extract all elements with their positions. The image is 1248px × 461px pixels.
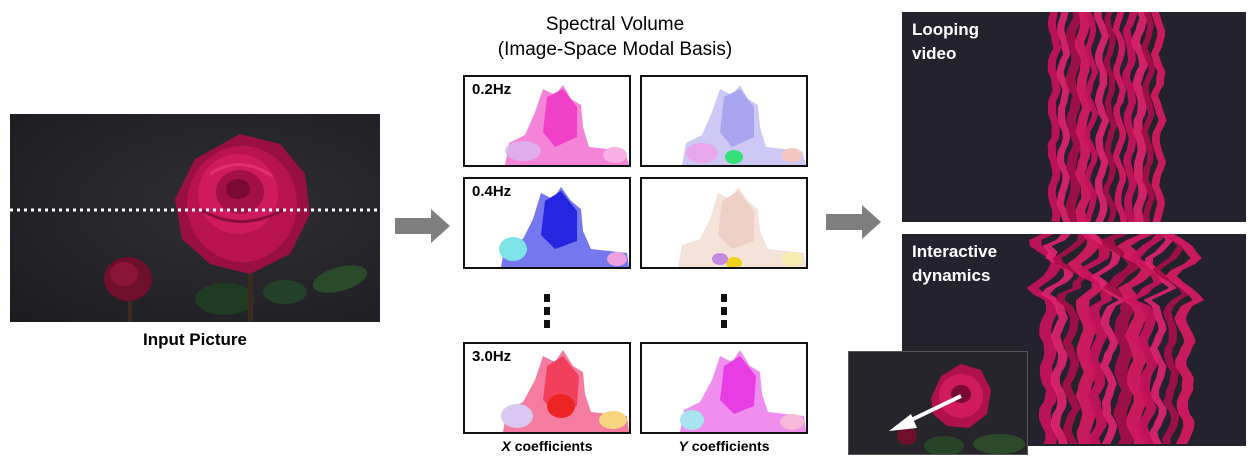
spectral-title-line1: Spectral Volume: [545, 14, 685, 35]
slice-stripe: [1124, 234, 1167, 444]
slice-stripe: [1112, 12, 1128, 222]
frequency-label: 0.4Hz: [472, 183, 512, 200]
looping-video-label: Looping video: [912, 18, 979, 66]
y-var: Y: [678, 438, 688, 454]
drag-arrow-icon: [889, 394, 962, 431]
looping-label-line2: video: [912, 44, 957, 63]
slice-stripe: [1074, 12, 1092, 222]
slice-stripe: [1141, 12, 1156, 222]
slice-stripe: [1162, 234, 1205, 444]
y-coef-suffix: coefficients: [687, 438, 770, 454]
input-picture: [10, 114, 380, 322]
arrow-right-icon: [826, 205, 881, 239]
y-coef-panel-0-2hz: [640, 75, 808, 167]
frequency-label: 3.0Hz: [472, 348, 512, 365]
looping-video-panel: Looping video: [902, 12, 1246, 222]
slice-stripe: [1122, 12, 1138, 222]
slice-stripe: [1067, 234, 1106, 444]
slice-stripe: [1065, 12, 1083, 222]
rose-drag-thumbnail: [889, 364, 1025, 454]
x-coef-panel-3-0hz: 3.0Hz: [463, 342, 631, 434]
spectral-volume-title: Spectral Volume (Image-Space Modal Basis…: [440, 12, 790, 62]
x-coef-panel-0-2hz: 0.2Hz: [463, 75, 631, 167]
slice-stripes: [1026, 234, 1205, 444]
slice-stripe: [1052, 234, 1089, 444]
interactive-label-line2: dynamics: [912, 266, 991, 285]
spectral-title-line2: (Image-Space Modal Basis): [497, 39, 733, 60]
slice-stripe: [1047, 12, 1062, 222]
interactive-dynamics-slice: [1026, 234, 1205, 444]
y-coefficients-label: Y coefficients: [640, 438, 808, 454]
ellipsis-icon: [542, 294, 552, 328]
y-coef-panel-0-4hz: [640, 177, 808, 269]
ellipsis-icon: [719, 294, 729, 328]
interactive-dynamics-label: Interactive dynamics: [912, 240, 997, 288]
slice-stripe: [1150, 12, 1167, 222]
slice-stripe: [1143, 234, 1177, 444]
arrow-right-icon: [395, 209, 450, 243]
rose-photo: [10, 134, 380, 322]
input-caption: Input Picture: [143, 330, 247, 349]
interactive-label-line1: Interactive: [912, 242, 998, 261]
x-var: X: [501, 438, 511, 454]
looping-video-slice: [1047, 12, 1167, 222]
slice-stripe: [1093, 12, 1110, 222]
slice-stripe: [1040, 234, 1074, 444]
y-coef-panel-3-0hz: [640, 342, 808, 434]
x-coef-suffix: coefficients: [510, 438, 593, 454]
frequency-label: 0.2Hz: [472, 81, 512, 98]
x-coef-panel-0-4hz: 0.4Hz: [463, 177, 631, 269]
slice-stripe: [1083, 12, 1099, 222]
interaction-inset[interactable]: [848, 351, 1028, 455]
slice-stripes: [1047, 12, 1167, 222]
slice-stripe: [1026, 234, 1063, 444]
slice-stripe: [1117, 234, 1155, 444]
slice-stripe: [1102, 12, 1118, 222]
slice-stripe: [1131, 12, 1149, 222]
x-coefficients-label: X coefficients: [463, 438, 631, 454]
looping-label-line1: Looping: [912, 20, 980, 39]
slice-stripe: [1087, 234, 1128, 444]
